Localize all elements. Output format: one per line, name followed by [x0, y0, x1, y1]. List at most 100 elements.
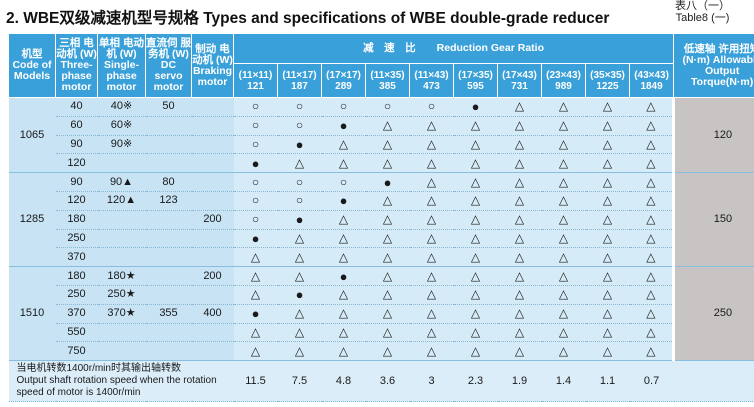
ratio-symbol-cell: △	[277, 247, 322, 268]
single-phase-cell: 90▲	[97, 172, 146, 192]
header-ratio: (17×17) 289	[321, 63, 366, 98]
table-row: 180 200 ○ ● △ △ △ △ △ △ △ △	[9, 210, 754, 230]
table-row: 90 90※ ○ ● △ △ △ △ △ △ △ △	[9, 135, 754, 155]
ratio-symbol-cell: △	[585, 135, 630, 155]
ratio-label: (11×11)	[238, 69, 273, 81]
single-phase-cell	[97, 210, 146, 230]
output-speed-cell: 11.5	[233, 360, 278, 403]
braking-cell	[191, 135, 234, 155]
model-cell: 1285	[8, 172, 56, 268]
spec-table: 机型 Code of Models 三相 电动机 (W) Three-phase…	[8, 33, 754, 403]
dc-servo-cell	[145, 247, 192, 268]
header-three-phase: 三相 电动机 (W) Three-phase motor	[55, 33, 98, 98]
ratio-symbol-cell: △	[233, 266, 278, 286]
single-phase-cell	[97, 153, 146, 174]
ratio-symbol-cell: △	[585, 266, 630, 286]
ratio-symbol-cell: △	[365, 341, 410, 362]
ratio-symbol-cell: △	[541, 97, 586, 117]
footer-note-en: Output shaft rotation speed when the rot…	[16, 375, 217, 399]
ratio-symbol-cell: △	[233, 285, 278, 305]
single-phase-cell: 60※	[97, 116, 146, 136]
ratio-symbol-cell: △	[497, 229, 542, 249]
ratio-symbol-cell: △	[497, 210, 542, 230]
ratio-symbol-cell: △	[321, 229, 366, 249]
braking-cell	[191, 116, 234, 136]
three-phase-cell: 250	[55, 285, 98, 305]
ratio-symbol-cell: ○	[321, 172, 366, 192]
three-phase-cell: 370	[55, 304, 98, 324]
ratio-symbol-cell: △	[585, 153, 630, 174]
table-row: 1065 40 40※ 50 ○ ○ ○ ○ ○ ● △ △ △ △ 120	[8, 96, 754, 174]
ratio-symbol-cell: △	[541, 285, 586, 305]
three-phase-cell: 250	[55, 229, 98, 249]
ratio-symbol-cell: △	[409, 304, 454, 324]
ratio-symbol-cell: △	[409, 135, 454, 155]
ratio-label: (17×17)	[326, 69, 361, 81]
ratio-symbol-cell: △	[321, 341, 366, 362]
ratio-symbol-cell: ●	[277, 285, 322, 305]
ratio-symbol-cell: △	[453, 266, 498, 286]
ratio-symbol-cell: △	[497, 97, 542, 117]
ratio-symbol-cell: △	[541, 191, 586, 211]
ratio-value: 289	[335, 80, 352, 92]
ratio-symbol-cell: △	[629, 247, 674, 268]
ratio-symbol-cell: △	[585, 191, 630, 211]
header-dc-servo: 直流伺 服务机 (W) DC servo motor	[145, 33, 192, 98]
ratio-symbol-cell: △	[497, 172, 542, 192]
ratio-symbol-cell: △	[409, 191, 454, 211]
header-ratio: (43×43) 1849	[628, 63, 675, 98]
header-ratio: (11×11) 121	[233, 63, 278, 98]
table-row: 120 120▲ 123 ○ ○ ● △ △ △ △ △ △ △	[9, 191, 754, 211]
ratio-symbol-cell: △	[409, 172, 454, 192]
table-row: 370 370★ 355 400 ● △ △ △ △ △ △ △ △ △	[9, 304, 754, 324]
ratio-symbol-cell: △	[585, 341, 630, 362]
ratio-symbol-cell: △	[497, 191, 542, 211]
ratio-symbol-cell: ○	[233, 172, 278, 192]
ratio-symbol-cell: △	[409, 323, 454, 343]
table-label-en: Table8 (一)	[675, 12, 730, 24]
braking-cell	[191, 323, 234, 343]
braking-cell	[191, 97, 234, 117]
table-row: 550 △ △ △ △ △ △ △ △ △ △	[9, 323, 754, 343]
ratio-symbol-cell: △	[497, 341, 542, 362]
ratio-symbol-cell: △	[497, 135, 542, 155]
single-phase-cell: 180★	[97, 266, 146, 286]
header-ratio-title: 减 速 比 Reduction Gear Ratio	[232, 33, 675, 64]
output-speed-cell: 1.4	[541, 360, 586, 403]
table-row: 60 60※ ○ ○ ● △ △ △ △ △ △ △	[9, 116, 754, 136]
footer-note-cn: 当电机转数1400r/min时其输出轴转数	[16, 363, 181, 375]
dc-servo-cell	[145, 323, 192, 343]
header-ratio: (11×17) 187	[277, 63, 322, 98]
ratio-symbol-cell: △	[629, 304, 674, 324]
single-phase-cell	[97, 229, 146, 249]
ratio-symbol-cell: ●	[233, 153, 278, 174]
header-single-phase: 单相 电动机 (W) Single-phase motor	[97, 33, 146, 98]
ratio-symbol-cell: △	[409, 266, 454, 286]
braking-cell	[191, 285, 234, 305]
ratio-symbol-cell: ○	[233, 191, 278, 211]
ratio-value: 1225	[596, 80, 619, 92]
three-phase-cell: 60	[55, 116, 98, 136]
header-ratio: (11×35) 385	[365, 63, 410, 98]
ratio-symbol-cell: △	[585, 97, 630, 117]
ratio-symbol-cell: △	[629, 191, 674, 211]
header-ratio: (17×43) 731	[497, 63, 542, 98]
ratio-value: 385	[379, 80, 396, 92]
ratio-symbol-cell: △	[629, 135, 674, 155]
ratio-symbol-cell: ○	[365, 97, 410, 117]
ratio-symbol-cell: △	[453, 116, 498, 136]
torque-cell: 150	[672, 172, 754, 268]
table-label: 表八（一） Table8 (一)	[675, 0, 730, 24]
ratio-symbol-cell: △	[629, 285, 674, 305]
ratio-symbol-cell: ○	[321, 97, 366, 117]
torque-cell: 250	[672, 266, 754, 362]
dc-servo-cell: 355	[145, 304, 192, 324]
header-braking: 制动 电动机 (W) Braking motor	[191, 33, 234, 98]
three-phase-cell: 750	[55, 341, 98, 362]
ratio-symbol-cell: △	[277, 266, 322, 286]
single-phase-cell: 250★	[97, 285, 146, 305]
table-row: 750 △ △ △ △ △ △ △ △ △ △	[9, 341, 754, 362]
ratio-symbol-cell: △	[321, 304, 366, 324]
ratio-symbol-cell: △	[453, 304, 498, 324]
ratio-symbol-cell: △	[541, 266, 586, 286]
